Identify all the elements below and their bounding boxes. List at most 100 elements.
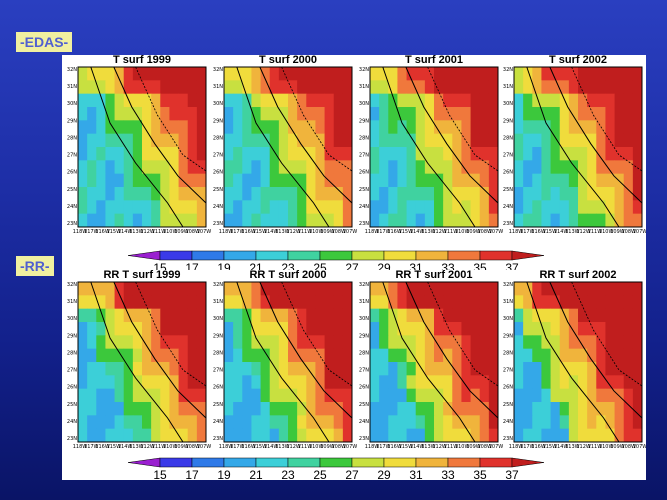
x-tick-label: 113W bbox=[565, 229, 580, 235]
rr-map-panel-1: RR T surf 2000 32N 31N 30N 29N 28N 27N 26N 25N 24… bbox=[213, 270, 357, 450]
x-tick-label: 112W bbox=[576, 444, 591, 450]
y-tick-label: 28N bbox=[359, 350, 369, 356]
x-tick-label: 108W bbox=[331, 444, 346, 450]
x-tick-label: 116W bbox=[387, 229, 402, 235]
y-tick-label: 32N bbox=[359, 282, 369, 288]
x-tick-label: 118W bbox=[365, 229, 380, 235]
y-tick-label: 27N bbox=[213, 368, 223, 374]
rr-map-panel-3: RR T surf 2002 32N 31N 30N 29N 28N 27N 26N 25N 24… bbox=[503, 270, 646, 450]
edas-panel-title: T surf 2002 bbox=[549, 55, 607, 66]
colorbar-swatch bbox=[479, 457, 513, 468]
y-tick-label: 29N bbox=[213, 333, 223, 339]
x-tick-label: 110W bbox=[163, 444, 178, 450]
y-tick-label: 30N bbox=[503, 316, 513, 322]
y-tick-label: 24N bbox=[213, 204, 223, 210]
x-tick-label: 116W bbox=[241, 444, 256, 450]
coastline-west bbox=[526, 281, 620, 443]
y-tick-label: 30N bbox=[213, 101, 223, 107]
y-tick-label: 25N bbox=[359, 402, 369, 408]
border-line bbox=[427, 66, 499, 172]
coastline-west bbox=[526, 66, 620, 228]
edas-map-panel-1: T surf 2000 32N 31N 30N 29N 28N 27N 26N 25N 24N 23… bbox=[213, 55, 357, 235]
x-tick-label: 114W bbox=[410, 444, 425, 450]
edas-map-panel-2: T surf 2001 32N 31N 30N 29N 28N 27N 26N 25N 24N 23… bbox=[359, 55, 503, 235]
colorbar-tick-label: 17 bbox=[185, 468, 199, 480]
x-tick-label: 108W bbox=[621, 229, 636, 235]
colorbar-swatch bbox=[383, 457, 417, 468]
border-line bbox=[571, 281, 643, 387]
y-tick-label: 27N bbox=[359, 368, 369, 374]
x-tick-label: 113W bbox=[421, 229, 436, 235]
y-tick-label: 31N bbox=[503, 299, 513, 305]
colorbar-tick-label: 21 bbox=[249, 468, 263, 480]
colorbar-tick-label: 29 bbox=[377, 468, 391, 480]
edas-colorbar: 15 17 19 21 23 25 27 29 31 33 35 37 bbox=[127, 250, 545, 273]
y-tick-label: 25N bbox=[67, 402, 77, 408]
y-tick-label: 26N bbox=[359, 170, 369, 176]
rr-panel-title: RR T surf 2002 bbox=[539, 270, 616, 281]
y-tick-label: 25N bbox=[67, 187, 77, 193]
y-tick-label: 26N bbox=[359, 385, 369, 391]
colorbar-swatch bbox=[511, 250, 545, 261]
border-line bbox=[281, 66, 353, 172]
x-tick-label: 110W bbox=[309, 229, 324, 235]
colorbar-tick-label: 33 bbox=[441, 468, 455, 480]
colorbar-swatch bbox=[287, 250, 321, 261]
rr-panel-title: RR T surf 2000 bbox=[249, 270, 326, 281]
x-tick-label: 117W bbox=[520, 229, 535, 235]
x-tick-label: 115W bbox=[253, 444, 268, 450]
map-frame bbox=[223, 281, 353, 443]
colorbar-swatch bbox=[191, 250, 225, 261]
colorbar-swatch bbox=[511, 457, 545, 468]
colorbar-swatch bbox=[159, 250, 193, 261]
x-tick-label: 114W bbox=[118, 444, 133, 450]
x-tick-label: 110W bbox=[599, 229, 614, 235]
x-tick-label: 118W bbox=[509, 229, 524, 235]
map-frame bbox=[77, 281, 207, 443]
y-tick-label: 31N bbox=[503, 84, 513, 90]
x-tick-label: 107W bbox=[197, 444, 212, 450]
border-line bbox=[281, 281, 353, 387]
colorbar-tick-label: 35 bbox=[473, 468, 487, 480]
colorbar-swatch bbox=[351, 250, 385, 261]
y-tick-label: 30N bbox=[213, 316, 223, 322]
colorbar-tick-label: 19 bbox=[217, 468, 231, 480]
edas-map-panel-0: T surf 1999 32N 31N 30N 29N 28N 27N 26N 25N 24N 23… bbox=[67, 55, 211, 235]
y-tick-label: 32N bbox=[503, 67, 513, 73]
colorbar-swatch bbox=[191, 457, 225, 468]
x-tick-label: 117W bbox=[230, 444, 245, 450]
edas-maps: T surf 1999 32N 31N 30N 29N 28N 27N 26N 25N 24N 23… bbox=[67, 55, 646, 273]
x-tick-label: 118W bbox=[73, 444, 88, 450]
y-tick-label: 24N bbox=[359, 204, 369, 210]
y-tick-label: 23N bbox=[503, 436, 513, 442]
y-tick-label: 24N bbox=[67, 204, 77, 210]
x-tick-label: 108W bbox=[621, 444, 636, 450]
y-tick-label: 25N bbox=[503, 187, 513, 193]
y-tick-label: 31N bbox=[213, 84, 223, 90]
x-tick-label: 118W bbox=[73, 229, 88, 235]
x-tick-label: 111W bbox=[444, 444, 459, 450]
edas-map-panel-3: T surf 2002 32N 31N 30N 29N 28N 27N 26N 25N 24N 23… bbox=[503, 55, 646, 235]
y-tick-label: 28N bbox=[213, 350, 223, 356]
x-tick-label: 110W bbox=[163, 229, 178, 235]
colorbar-tick-label: 31 bbox=[409, 468, 423, 480]
y-tick-label: 30N bbox=[359, 316, 369, 322]
rr-maps: RR T surf 1999 32N 31N 30N 29N 28N 27N 26N 25N 24… bbox=[67, 270, 646, 480]
x-tick-label: 116W bbox=[387, 444, 402, 450]
rr-map-panel-0: RR T surf 1999 32N 31N 30N 29N 28N 27N 26N 25N 24… bbox=[67, 270, 211, 450]
x-tick-label: 114W bbox=[554, 444, 569, 450]
x-tick-label: 113W bbox=[275, 444, 290, 450]
x-tick-label: 112W bbox=[140, 444, 155, 450]
x-tick-label: 112W bbox=[432, 229, 447, 235]
y-tick-label: 26N bbox=[67, 170, 77, 176]
y-tick-label: 29N bbox=[503, 118, 513, 124]
y-tick-label: 23N bbox=[213, 221, 223, 227]
y-tick-label: 28N bbox=[503, 350, 513, 356]
coastline-east bbox=[259, 66, 353, 204]
x-tick-label: 114W bbox=[410, 229, 425, 235]
y-tick-label: 30N bbox=[503, 101, 513, 107]
coastline-west bbox=[236, 66, 330, 228]
y-tick-label: 31N bbox=[359, 84, 369, 90]
rr-panel-area: RR T surf 1999 32N 31N 30N 29N 28N 27N 26N 25N 24… bbox=[62, 270, 646, 480]
x-tick-label: 115W bbox=[107, 444, 122, 450]
